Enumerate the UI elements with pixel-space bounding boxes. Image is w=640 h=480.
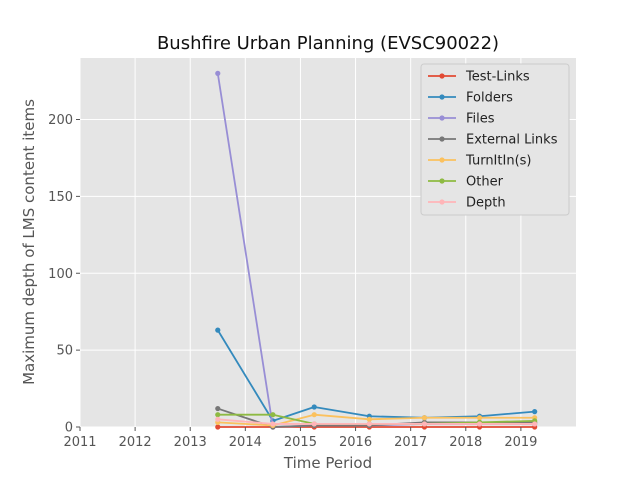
data-point <box>311 412 317 418</box>
x-tick-label: 2016 <box>339 435 372 450</box>
data-point <box>421 421 428 427</box>
data-point <box>215 327 221 333</box>
legend-item: TurnItIn(s) <box>428 154 531 169</box>
x-tick-label: 2013 <box>174 435 207 450</box>
legend-items: Test-Links Folders Files External Links Turn… <box>428 70 558 211</box>
y-axis-label: Maximum depth of LMS content items <box>20 99 38 385</box>
data-point <box>215 416 221 422</box>
x-tick-label: 2011 <box>63 435 96 450</box>
data-point <box>476 421 483 427</box>
y-tick-label: 150 <box>48 190 73 205</box>
data-point <box>532 421 538 427</box>
y-tick-label: 200 <box>48 113 73 128</box>
grid-lines <box>79 58 576 428</box>
y-axis-ticks: 0 50 100 150 200 <box>48 113 80 436</box>
legend-label: Files <box>466 112 495 127</box>
legend-label: Depth <box>466 196 506 211</box>
y-tick-label: 50 <box>56 344 73 359</box>
y-tick-label: 0 <box>65 421 73 436</box>
data-point <box>270 412 276 418</box>
legend-item: Files <box>428 112 495 127</box>
x-tick-label: 2017 <box>394 435 427 450</box>
data-point <box>421 415 428 421</box>
legend-box <box>420 63 570 216</box>
legend-item: Folders <box>428 91 513 106</box>
x-tick-label: 2015 <box>284 435 317 450</box>
legend-item: External Links <box>428 133 558 148</box>
data-point <box>532 409 538 415</box>
legend-swatch-marker <box>439 157 445 163</box>
data-point <box>215 70 221 76</box>
series-layer <box>215 70 538 430</box>
legend-item: Test-Links <box>428 70 530 85</box>
legend-item: Depth <box>428 196 506 211</box>
series-depth <box>215 416 538 427</box>
x-axis-label: Time Period <box>283 454 372 472</box>
x-tick-label: 2019 <box>504 435 537 450</box>
data-point <box>311 404 317 410</box>
data-point <box>215 405 221 412</box>
data-point <box>311 421 317 427</box>
x-tick-label: 2012 <box>119 435 152 450</box>
legend: Test-Links Folders Files External Links Turn… <box>420 63 570 216</box>
legend-swatch-marker <box>439 178 445 184</box>
legend-label: TurnItIn(s) <box>465 154 531 169</box>
x-tick-label: 2014 <box>229 435 262 450</box>
data-point <box>476 415 483 421</box>
legend-swatch-marker <box>439 136 445 142</box>
legend-item: Other <box>428 175 504 190</box>
legend-label: Test-Links <box>465 70 530 85</box>
legend-label: Folders <box>466 91 513 106</box>
legend-label: External Links <box>466 133 558 148</box>
data-point <box>366 421 372 427</box>
chart-title: Bushfire Urban Planning (EVSC90022) <box>157 33 499 54</box>
legend-label: Other <box>466 175 504 190</box>
data-point <box>366 416 372 422</box>
legend-swatch-marker <box>439 199 445 205</box>
legend-swatch-marker <box>439 115 445 121</box>
data-point <box>215 412 221 418</box>
x-tick-label: 2018 <box>449 435 482 450</box>
x-axis-ticks: 2011 2012 2013 2014 2015 2016 2017 2018 2019 <box>63 427 537 450</box>
legend-swatch-marker <box>439 73 445 79</box>
legend-swatch-marker <box>439 94 445 100</box>
data-point <box>215 424 221 430</box>
y-tick-label: 100 <box>48 267 73 282</box>
data-point <box>270 421 276 427</box>
